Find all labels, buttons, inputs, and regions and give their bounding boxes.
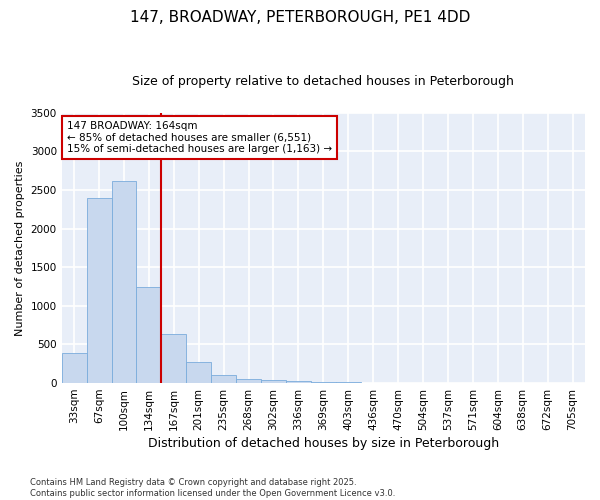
Bar bbox=[62, 353, 86, 383]
Bar bbox=[136, 286, 161, 383]
Text: 147 BROADWAY: 164sqm
← 85% of detached houses are smaller (6,551)
15% of semi-de: 147 BROADWAY: 164sqm ← 85% of detached h… bbox=[67, 121, 332, 154]
Text: Contains HM Land Registry data © Crown copyright and database right 2025.
Contai: Contains HM Land Registry data © Crown c… bbox=[30, 478, 395, 498]
Bar bbox=[186, 362, 211, 383]
Bar bbox=[112, 180, 136, 383]
X-axis label: Distribution of detached houses by size in Peterborough: Distribution of detached houses by size … bbox=[148, 437, 499, 450]
Text: 147, BROADWAY, PETERBOROUGH, PE1 4DD: 147, BROADWAY, PETERBOROUGH, PE1 4DD bbox=[130, 10, 470, 25]
Bar bbox=[336, 382, 361, 383]
Bar bbox=[311, 382, 336, 383]
Bar bbox=[86, 198, 112, 383]
Y-axis label: Number of detached properties: Number of detached properties bbox=[15, 160, 25, 336]
Bar bbox=[236, 379, 261, 383]
Bar bbox=[261, 380, 286, 383]
Bar bbox=[211, 376, 236, 383]
Bar bbox=[161, 334, 186, 383]
Title: Size of property relative to detached houses in Peterborough: Size of property relative to detached ho… bbox=[133, 75, 514, 88]
Bar bbox=[286, 381, 311, 383]
